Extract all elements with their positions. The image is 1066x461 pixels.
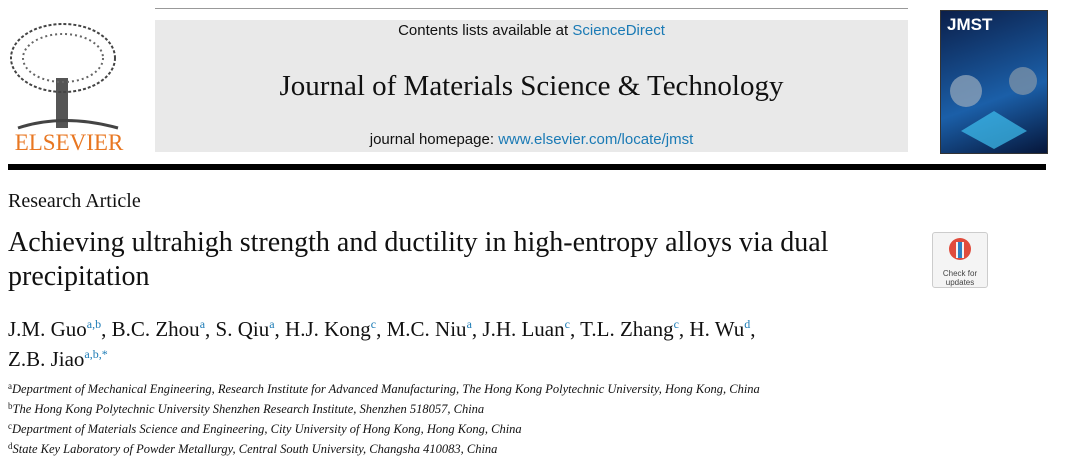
affiliation-text: Department of Materials Science and Engi… [12,422,522,436]
author: S. Qiua, [216,317,280,341]
check-updates-badge[interactable]: Check for updates [932,232,988,288]
article-type: Research Article [8,190,141,212]
author-affiliation: c [673,317,679,331]
author-affiliation: a [269,317,275,331]
check-icon [949,238,971,260]
author: Z.B. Jiaoa,b,* [8,347,108,371]
author-name: B.C. Zhou [111,317,200,341]
top-rule [155,8,908,9]
author-name: J.M. Guo [8,317,87,341]
affiliation: bThe Hong Kong Polytechnic University Sh… [8,398,760,418]
author: H. Wud, [689,317,755,341]
author-separator: , [274,317,280,341]
author-affiliation: a,b,* [84,347,108,361]
affiliation: dState Key Laboratory of Powder Metallur… [8,438,760,458]
author-separator: , [471,317,478,341]
author-affiliation: d [744,317,751,331]
affiliation-text: The Hong Kong Polytechnic University She… [12,402,485,416]
elsevier-logo: ELSEVIER [10,23,124,155]
header-rule [8,164,1046,170]
affiliation-list: aDepartment of Mechanical Engineering, R… [8,378,760,458]
contents-prefix: Contents lists available at [398,22,569,39]
author-affiliation: c [564,317,570,331]
author: T.L. Zhangc, [580,317,684,341]
author-affiliation: a [466,317,472,331]
author-name: T.L. Zhang [580,317,674,341]
author-name: H.J. Kong [285,317,371,341]
author-name: H. Wu [689,317,745,341]
author-name: M.C. Niu [386,317,467,341]
author-affiliation: c [370,317,377,331]
author-separator: , [205,317,211,341]
affiliation-label: b [8,401,13,411]
affiliation-label: a [8,381,12,391]
journal-name: Journal of Materials Science & Technolog… [279,70,784,102]
author-separator: , [750,317,756,341]
author: J.M. Guoa,b, [8,317,106,341]
journal-banner: Contents lists available at ScienceDirec… [155,20,908,152]
author-affiliation: a [199,317,206,331]
author: H.J. Kongc, [285,317,381,341]
article-title: Achieving ultrahigh strength and ductili… [8,227,829,292]
cover-art [950,67,1037,149]
author-name: S. Qiu [215,317,270,341]
author: M.C. Niua, [387,317,478,341]
author-separator: , [101,317,107,341]
author-list: J.M. Guoa,b, B.C. Zhoua, S. Qiua, H.J. K… [8,312,858,372]
affiliation: aDepartment of Mechanical Engineering, R… [8,378,760,398]
author-separator: , [376,317,382,341]
homepage-line: journal homepage: www.elsevier.com/locat… [155,131,908,148]
contents-line: Contents lists available at ScienceDirec… [155,22,908,39]
author-separator: , [678,317,685,341]
sciencedirect-link[interactable]: ScienceDirect [572,22,665,39]
homepage-prefix: journal homepage: [369,131,495,148]
author: J.H. Luanc, [482,317,575,341]
author-affiliation: a,b [86,317,102,331]
cover-title: JMST [947,15,993,34]
affiliation: cDepartment of Materials Science and Eng… [8,418,760,438]
affiliation-label: c [8,421,12,431]
author-name: J.H. Luan [482,317,565,341]
affiliation-text: Department of Mechanical Engineering, Re… [12,382,760,396]
author-name: Z.B. Jiao [8,347,85,371]
author: B.C. Zhoua, [112,317,211,341]
affiliation-label: d [8,441,13,451]
homepage-link[interactable]: www.elsevier.com/locate/jmst [498,131,694,148]
journal-cover: JMST [940,10,1048,154]
publisher: ELSEVIER [15,130,124,155]
check-updates-text: Check for updates [942,269,978,287]
affiliation-text: State Key Laboratory of Powder Metallurg… [12,442,498,456]
author-separator: , [569,317,576,341]
